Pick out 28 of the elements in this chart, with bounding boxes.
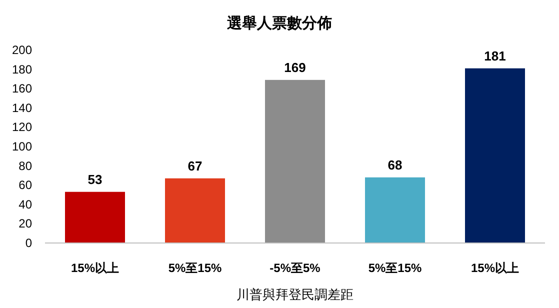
- chart-title: 選舉人票數分佈: [226, 15, 332, 32]
- y-tick-label: 100: [12, 140, 32, 154]
- y-tick-label: 20: [18, 216, 32, 231]
- x-tick-label: 5%至15%: [368, 261, 422, 275]
- y-tick-label: 40: [18, 197, 32, 212]
- y-tick-label: 0: [25, 236, 32, 250]
- data-label: 181: [484, 48, 506, 64]
- y-tick-label: 60: [18, 178, 32, 192]
- y-tick-label: 160: [12, 82, 32, 96]
- bar: [165, 178, 225, 243]
- x-tick-label: -5%至5%: [270, 261, 321, 275]
- y-tick-label: 80: [18, 158, 32, 173]
- y-tick-label: 200: [12, 43, 32, 57]
- data-label: 169: [284, 60, 306, 75]
- y-tick-label: 180: [12, 62, 32, 76]
- y-tick-label: 140: [12, 100, 32, 115]
- y-tick-label: 120: [12, 120, 32, 134]
- x-tick-label: 5%至15%: [168, 261, 222, 275]
- data-label: 53: [88, 172, 102, 187]
- bar: [465, 68, 525, 243]
- x-tick-label: 15%以上: [470, 261, 520, 275]
- x-axis-title: 川普與拜登民調差距: [236, 287, 354, 302]
- bar: [65, 192, 125, 243]
- data-label: 68: [388, 157, 402, 172]
- x-tick-label: 15%以上: [70, 261, 120, 275]
- data-label: 67: [188, 158, 202, 174]
- bar: [365, 177, 425, 243]
- bar: [265, 80, 325, 243]
